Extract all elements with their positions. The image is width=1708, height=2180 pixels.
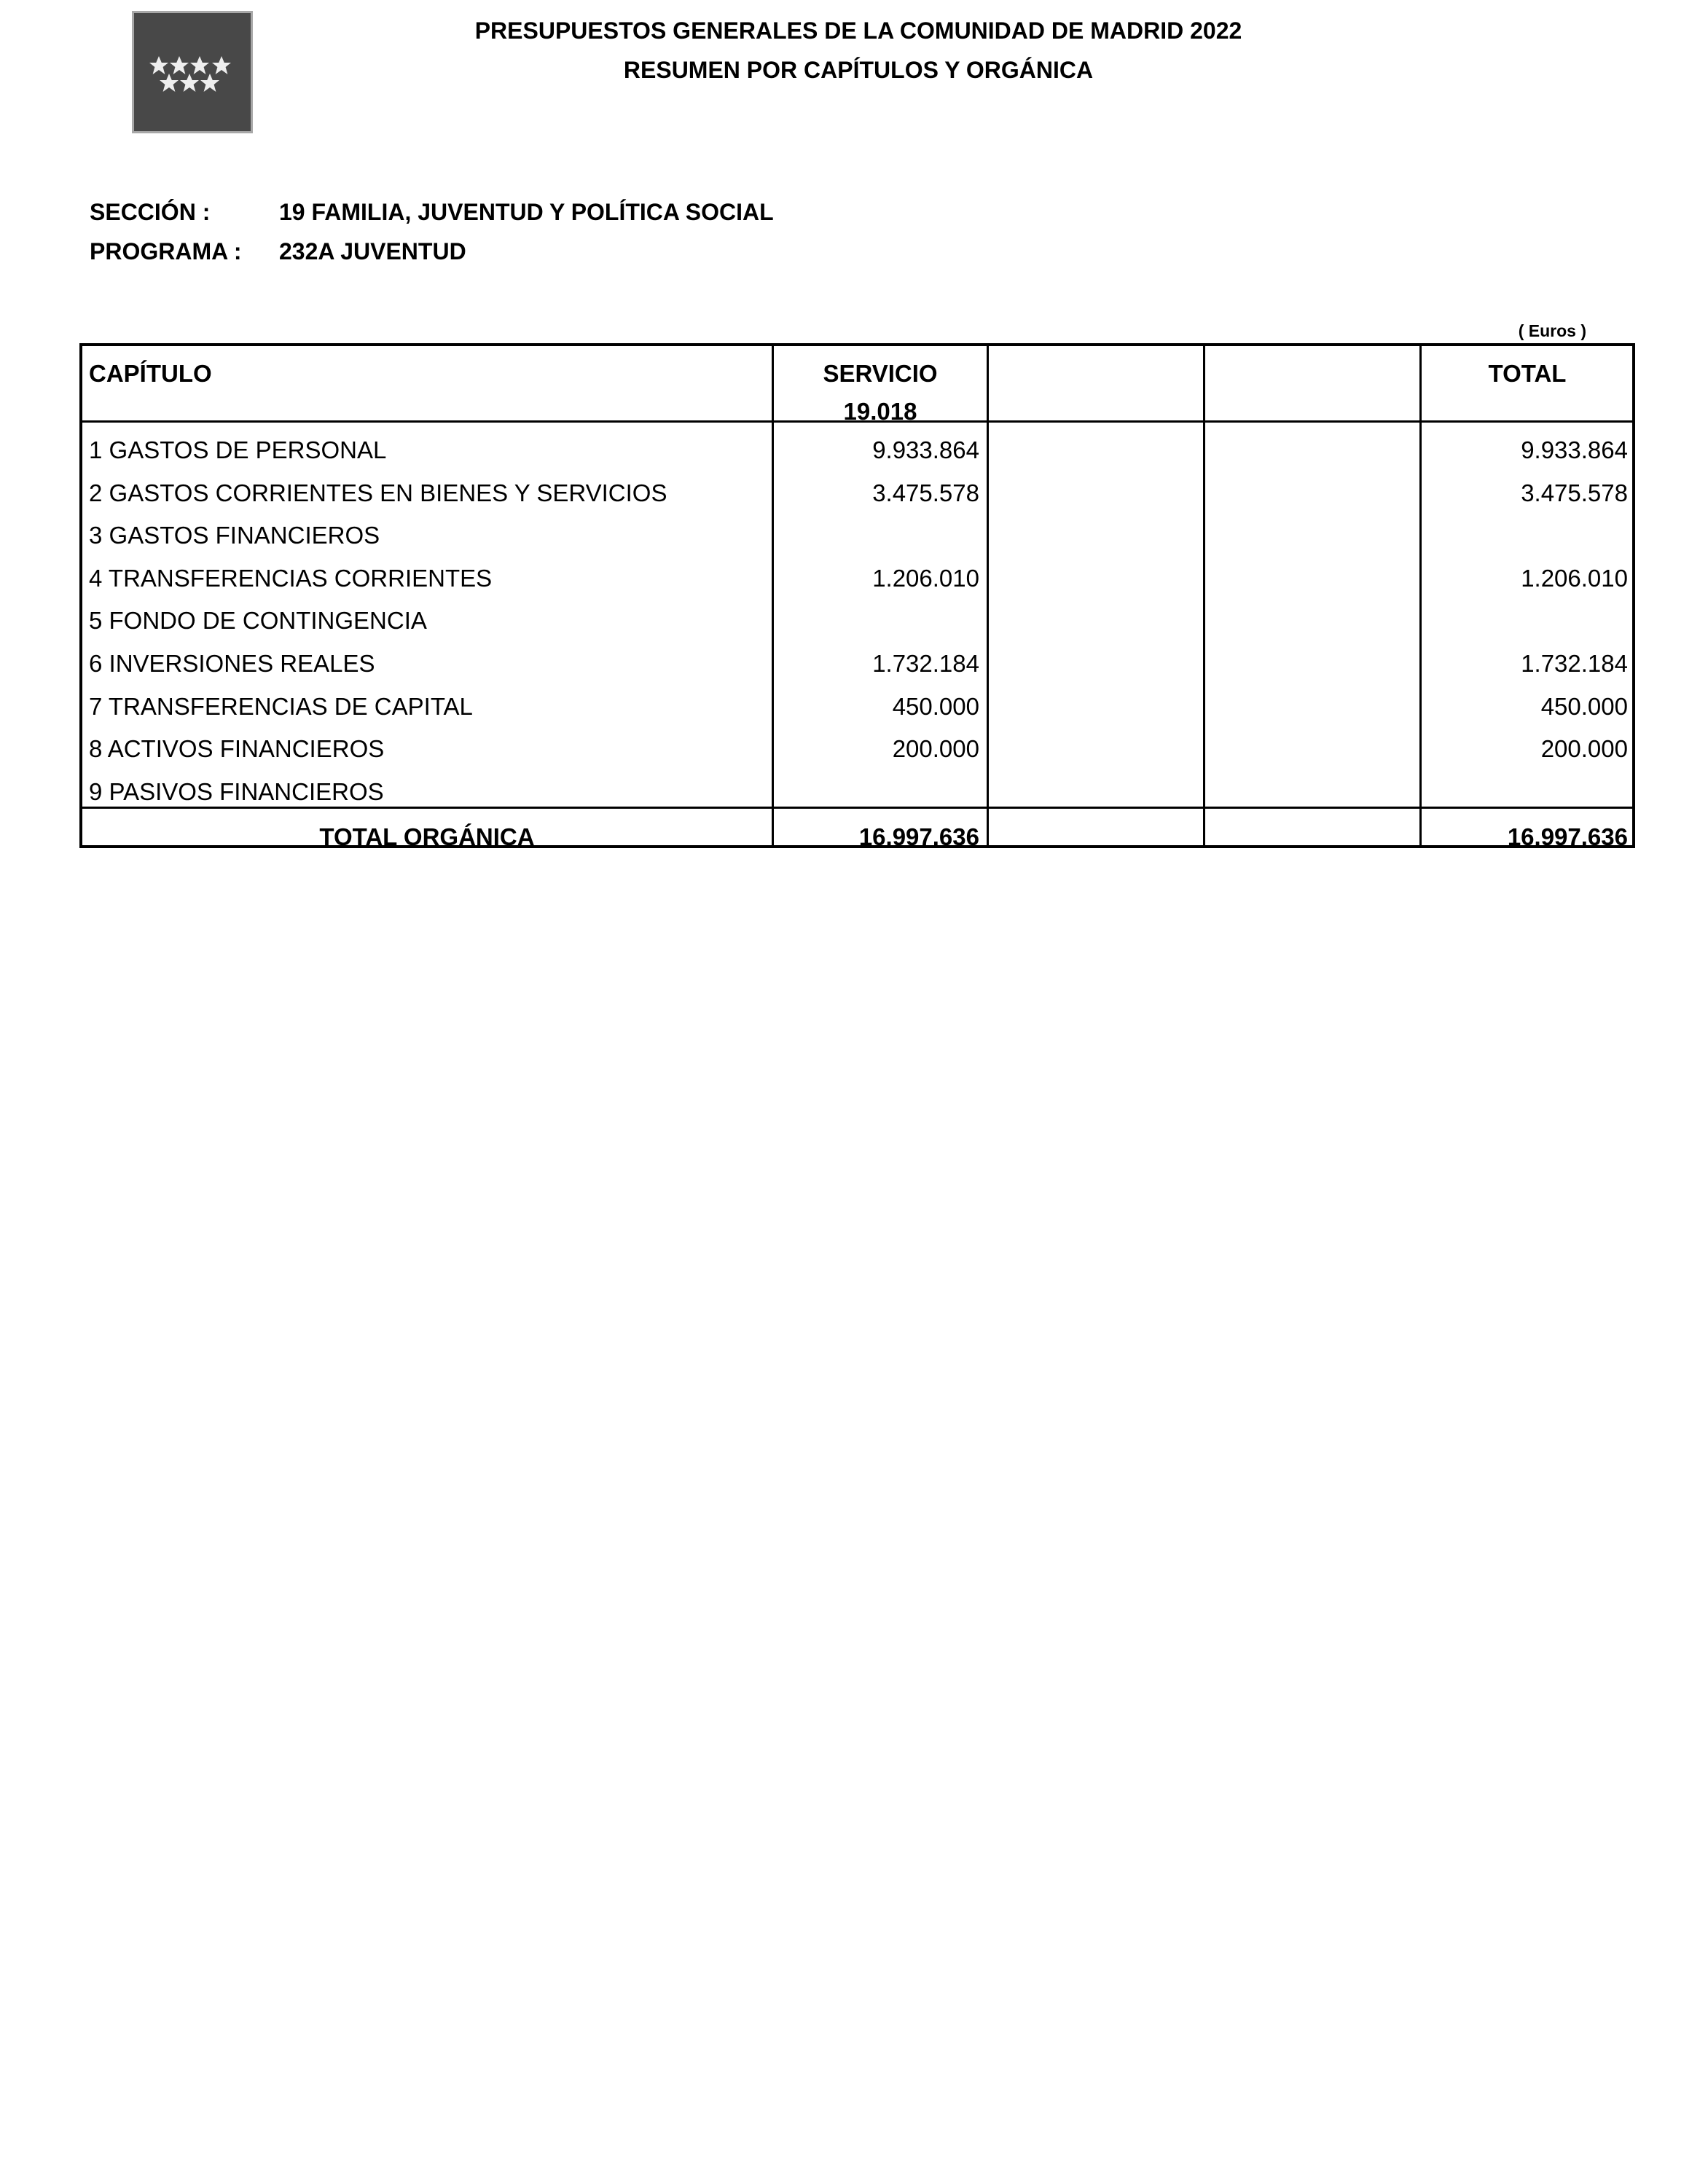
row-servicio: 9.933.864 — [872, 436, 979, 463]
total-divider — [82, 807, 1632, 809]
seccion-value: 19 FAMILIA, JUVENTUD Y POLÍTICA SOCIAL — [279, 199, 774, 225]
header-total: TOTAL — [1488, 360, 1567, 387]
header-divider — [82, 420, 1632, 423]
row-total: 1.206.010 — [1521, 564, 1628, 592]
row-total: 1.732.184 — [1521, 650, 1628, 677]
row-capitulo: 7 TRANSFERENCIAS DE CAPITAL — [89, 692, 473, 720]
report-title: PRESUPUESTOS GENERALES DE LA COMUNIDAD D… — [474, 17, 1242, 44]
column-divider — [1419, 346, 1422, 845]
row-capitulo: 4 TRANSFERENCIAS CORRIENTES — [89, 564, 493, 592]
seccion-label: SECCIÓN : — [90, 199, 211, 225]
header-servicio-code: 19.018 — [843, 398, 917, 425]
report-subtitle: RESUMEN POR CAPÍTULOS Y ORGÁNICA — [623, 57, 1094, 83]
row-capitulo: 9 PASIVOS FINANCIEROS — [89, 777, 384, 805]
row-capitulo: 8 ACTIVOS FINANCIEROS — [89, 735, 385, 763]
units-label: ( Euros ) — [1518, 321, 1586, 340]
row-total: 450.000 — [1540, 692, 1628, 720]
row-servicio: 200.000 — [892, 735, 979, 763]
row-servicio: 3.475.578 — [872, 479, 979, 506]
row-servicio: 1.732.184 — [872, 650, 979, 677]
header-servicio: SERVICIO — [823, 360, 938, 387]
header-capitulo: CAPÍTULO — [89, 360, 212, 387]
programa-value: 232A JUVENTUD — [279, 238, 466, 264]
row-capitulo: 3 GASTOS FINANCIEROS — [89, 522, 380, 549]
column-divider — [772, 346, 774, 845]
row-total: 3.475.578 — [1521, 479, 1628, 506]
row-servicio: 1.206.010 — [872, 564, 979, 592]
row-capitulo: 1 GASTOS DE PERSONAL — [89, 436, 387, 463]
row-total: 200.000 — [1540, 735, 1628, 763]
row-servicio: 450.000 — [892, 692, 979, 720]
column-divider — [1203, 346, 1205, 845]
comunidad-de-madrid-logo — [132, 11, 253, 133]
total-row-servicio: 16.997.636 — [858, 823, 979, 850]
total-row-label: TOTAL ORGÁNICA — [319, 823, 535, 850]
column-divider — [987, 346, 989, 845]
total-row-total: 16.997.636 — [1507, 823, 1628, 850]
row-total: 9.933.864 — [1521, 436, 1628, 463]
row-capitulo: 6 INVERSIONES REALES — [89, 650, 375, 677]
row-capitulo: 5 FONDO DE CONTINGENCIA — [89, 607, 427, 635]
row-capitulo: 2 GASTOS CORRIENTES EN BIENES Y SERVICIO… — [89, 479, 667, 506]
budget-table: CAPÍTULO SERVICIO 19.018 TOTAL 1 GASTOS … — [79, 343, 1635, 850]
programa-label: PROGRAMA : — [90, 238, 242, 264]
